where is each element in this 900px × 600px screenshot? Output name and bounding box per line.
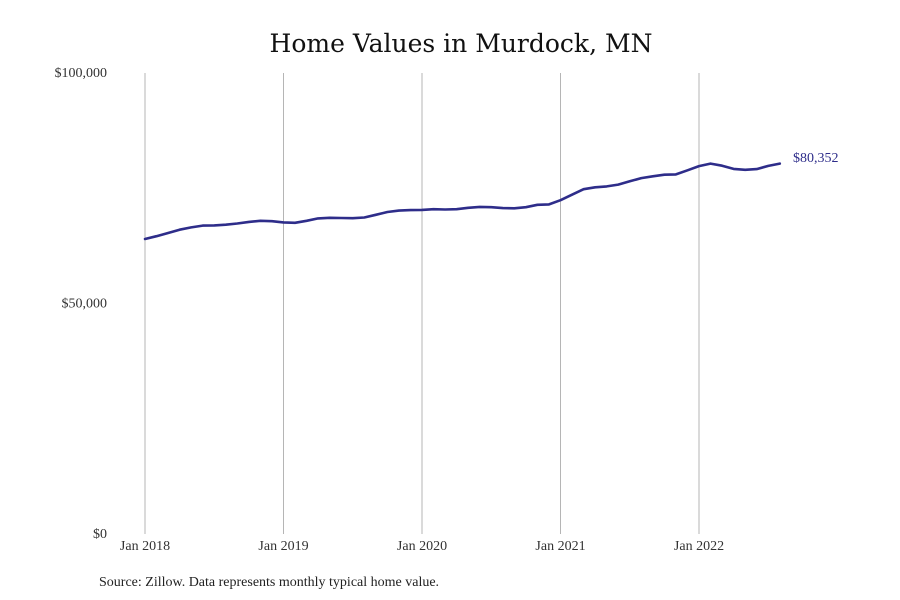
y-tick-label: $50,000	[62, 297, 108, 312]
x-axis-ticks: Jan 2018 Jan 2019 Jan 2020 Jan 2021 Jan 2022	[120, 539, 724, 554]
y-tick-label: $100,000	[55, 66, 108, 81]
x-tick-label: Jan 2019	[258, 539, 308, 554]
x-tick-label: Jan 2022	[674, 539, 724, 554]
x-gridlines	[144, 73, 700, 534]
x-tick-label: Jan 2021	[535, 539, 585, 554]
latest-value-label: $80,352	[793, 151, 839, 166]
x-tick-label: Jan 2020	[397, 539, 447, 554]
source-note: Source: Zillow. Data represents monthly …	[99, 575, 439, 590]
x-tick-label: Jan 2018	[120, 539, 170, 554]
y-axis-ticks: $0 $50,000 $100,000	[55, 66, 108, 542]
chart-title: Home Values in Murdock, MN	[270, 29, 653, 58]
home-value-series-line	[143, 162, 782, 241]
y-tick-label: $0	[93, 527, 107, 542]
